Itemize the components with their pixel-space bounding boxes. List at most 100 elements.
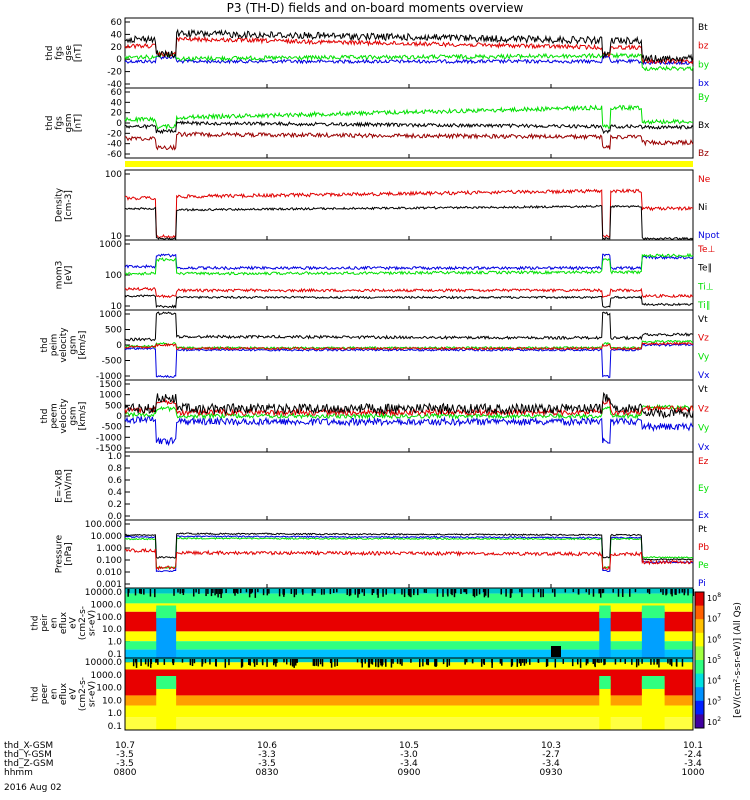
spectro-noise (193, 659, 196, 664)
spectro-noise (417, 589, 419, 596)
spectro-noise (198, 589, 200, 594)
panel-4-legend-Vx: Vx (698, 371, 710, 381)
spectro-noise (173, 589, 175, 596)
panel-0-tick-label: 20 (111, 43, 123, 53)
trace-ne (124, 188, 694, 239)
spectro-noise (660, 589, 662, 593)
panel-3-ylabel: mom3 (54, 261, 64, 290)
spectro-noise (253, 659, 256, 667)
spectro-noise (241, 659, 244, 667)
spectro-noise (390, 659, 393, 668)
panel-0-ylabel: thd (45, 46, 55, 61)
spectro-noise (312, 589, 314, 593)
colorbar-tick-label: 104 (707, 675, 721, 686)
panel-4-legend-Vz: Vz (698, 334, 709, 344)
ephem-value: -3.5 (116, 750, 134, 760)
spectro-noise (473, 589, 476, 598)
spectro-noise (154, 589, 156, 598)
spectro-noise (451, 589, 453, 596)
ephem-label: thd_Z-GSM (4, 759, 53, 769)
panel-4-tick-label: 500 (105, 326, 122, 336)
spectro-noise (195, 589, 197, 593)
spectro-noise (407, 589, 410, 596)
trace-vx-i (124, 343, 694, 379)
panel-1-legend-Bx: Bx (698, 121, 710, 131)
panel-1-tick-label: 40 (111, 98, 123, 108)
spectro-noise (592, 659, 595, 665)
spectro-frame (124, 657, 694, 731)
panel-8-ylabel: en (50, 617, 60, 628)
colorbar-segment (695, 632, 704, 647)
panel-8-tick-label: 1.0 (108, 638, 123, 648)
spectro-noise (235, 589, 238, 593)
spectro-band (125, 649, 693, 658)
spectro-noise (436, 589, 439, 597)
spectro-noise (323, 589, 325, 595)
spectro-noise (466, 659, 468, 663)
spectro-noise (648, 589, 651, 595)
spectro-noise (156, 659, 158, 663)
spectro-noise (313, 659, 316, 667)
spectro-noise (132, 659, 135, 667)
spectro-noise (320, 589, 323, 595)
panel-5-legend-Vx: Vx (698, 443, 710, 453)
spectro-noise (665, 589, 667, 596)
panel-8-tick-label: 10.0 (102, 625, 122, 635)
spectro-noise (510, 659, 513, 667)
spectro-noise (523, 659, 526, 666)
panel-0-legend-by: by (698, 60, 710, 70)
spectro-noise (354, 589, 357, 595)
spectro-noise (656, 659, 658, 665)
spectro-noise (525, 659, 528, 664)
spectro-noise (192, 589, 195, 597)
colorbar-tick-label: 107 (707, 613, 721, 624)
spectro-noise (237, 589, 239, 594)
ephem-label: thd_Y-GSM (4, 750, 52, 760)
spectro-noise (500, 589, 502, 595)
spectro-noise (254, 589, 257, 598)
spectro-noise (669, 659, 671, 665)
ephem-value: -3.4 (684, 759, 702, 769)
trace-pb (124, 547, 693, 571)
spectro-noise (576, 659, 579, 665)
trace-Bz (124, 131, 694, 151)
spectro-noise (232, 589, 235, 594)
spectro-noise (464, 659, 466, 665)
spectro-noise (191, 659, 194, 667)
spectro-band (125, 695, 693, 706)
colorbar-segment (695, 660, 704, 675)
spectro-noise (464, 589, 467, 593)
panel-3-tick-label: 100 (105, 271, 122, 281)
panel-5-legend-Vy: Vy (698, 424, 710, 434)
colorbar-tick-label: 102 (707, 716, 721, 727)
spectro-noise (140, 589, 142, 595)
panel-1-tick-label: -40 (107, 140, 122, 150)
trace-vt-e (124, 391, 694, 419)
trace-bx (124, 54, 694, 66)
spectro-noise (278, 589, 281, 597)
panel-5-tick-label: -500 (102, 423, 123, 433)
spectro-noise (631, 659, 633, 665)
spectro-dip-band (156, 676, 177, 689)
panel-9-tick-label: 10.0 (102, 696, 122, 706)
spectro-noise (501, 659, 503, 666)
spectro-noise (604, 659, 606, 665)
spectro-band (125, 669, 693, 696)
spectro-noise (212, 589, 214, 593)
spectro-noise (571, 659, 574, 667)
spectro-noise (385, 589, 387, 595)
spectro-noise (592, 589, 595, 597)
colorbar-segment (695, 605, 704, 620)
spectro-noise (239, 589, 242, 594)
panel-4-legend-Vt: Vt (698, 315, 708, 325)
spectro-noise (319, 659, 322, 665)
spectro-dip (156, 609, 177, 658)
panel-5-tick-label: 1500 (99, 380, 122, 390)
ephem-value: -3.3 (258, 750, 276, 760)
spectro-noise (619, 659, 622, 663)
spectro-band (125, 705, 693, 718)
spectro-noise (427, 659, 429, 666)
panel-8-tick-label: 100.0 (96, 613, 122, 623)
spectro-noise (399, 659, 401, 665)
